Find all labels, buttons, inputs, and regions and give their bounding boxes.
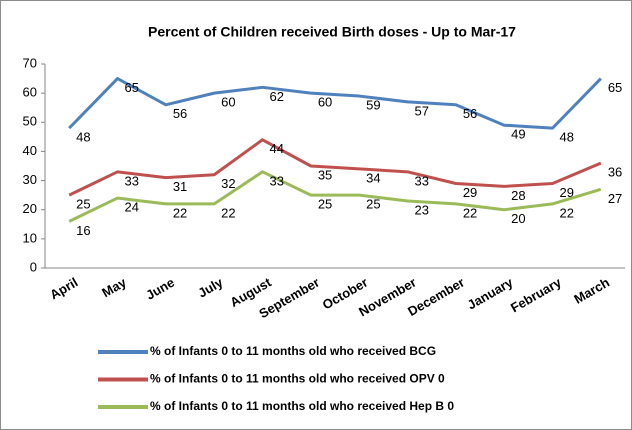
data-label: 62 <box>270 89 284 104</box>
data-label: 32 <box>221 176 235 191</box>
data-label: 33 <box>415 173 429 188</box>
data-label: 49 <box>511 127 525 142</box>
data-label: 23 <box>415 202 429 217</box>
data-label: 25 <box>318 197 332 212</box>
chart-title: Percent of Children received Birth doses… <box>148 24 516 40</box>
data-label: 33 <box>270 173 284 188</box>
data-label: 31 <box>173 179 187 194</box>
data-label: 20 <box>511 211 525 226</box>
data-label: 60 <box>318 95 332 110</box>
legend-label: % of Infants 0 to 11 months old who rece… <box>150 372 445 386</box>
y-tick-label: 0 <box>30 259 37 274</box>
legend-label: % of Infants 0 to 11 months old who rece… <box>150 399 454 413</box>
data-label: 33 <box>125 173 139 188</box>
data-label: 35 <box>318 167 332 182</box>
data-label: 57 <box>415 103 429 118</box>
data-label: 22 <box>463 205 477 220</box>
data-label: 22 <box>221 205 235 220</box>
y-tick-label: 40 <box>23 143 37 158</box>
data-label: 34 <box>366 170 380 185</box>
data-label: 48 <box>76 130 90 145</box>
data-label: 24 <box>125 199 139 214</box>
legend-label: % of Infants 0 to 11 months old who rece… <box>150 344 436 358</box>
data-label: 44 <box>270 141 284 156</box>
data-label: 36 <box>608 165 622 180</box>
y-tick-label: 60 <box>23 85 37 100</box>
data-label: 65 <box>608 80 622 95</box>
data-label: 25 <box>76 197 90 212</box>
y-tick-label: 70 <box>23 55 37 70</box>
data-label: 29 <box>560 185 574 200</box>
data-label: 27 <box>608 191 622 206</box>
y-tick-label: 50 <box>23 114 37 129</box>
series-line <box>68 170 602 223</box>
y-tick-label: 30 <box>23 172 37 187</box>
data-label: 56 <box>463 106 477 121</box>
data-label: 16 <box>76 223 90 238</box>
data-label: 25 <box>366 197 380 212</box>
data-label: 22 <box>560 205 574 220</box>
y-tick-label: 20 <box>23 201 37 216</box>
series-line <box>68 77 602 130</box>
data-label: 22 <box>173 205 187 220</box>
data-label: 59 <box>366 97 380 112</box>
data-label: 28 <box>511 188 525 203</box>
y-tick-label: 10 <box>23 230 37 245</box>
data-label: 65 <box>125 80 139 95</box>
data-label: 60 <box>221 95 235 110</box>
data-label: 48 <box>560 130 574 145</box>
series-line <box>68 138 602 197</box>
data-label: 29 <box>463 185 477 200</box>
data-label: 56 <box>173 106 187 121</box>
